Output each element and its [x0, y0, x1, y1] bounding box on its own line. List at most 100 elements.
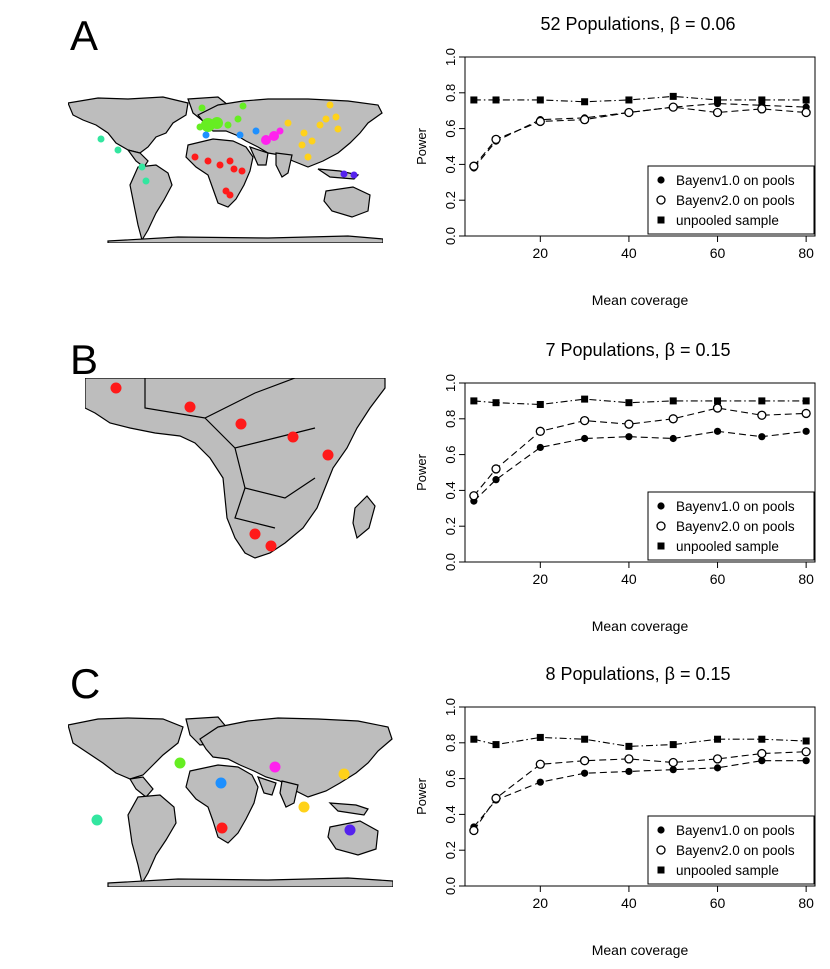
data-point	[535, 116, 545, 127]
data-point	[470, 397, 478, 405]
data-point	[713, 427, 722, 435]
world-map-c	[68, 715, 393, 887]
power-chart-a: 0.0 0.2 0.4 0.6 0.8 1.0 20 40 60 80 Power Mean cove…	[414, 48, 816, 308]
data-point	[624, 754, 634, 764]
series-line	[473, 106, 807, 167]
population-point	[287, 431, 299, 443]
population-point	[202, 131, 210, 139]
data-point	[536, 443, 544, 452]
x-tick-label: 40	[621, 245, 637, 261]
population-point	[284, 119, 292, 127]
data-point	[758, 96, 766, 104]
population-point	[211, 117, 223, 129]
panel-letter-a: A	[70, 12, 99, 59]
population-point	[174, 757, 186, 769]
population-point	[234, 115, 242, 123]
population-point	[340, 170, 348, 178]
population-point	[308, 137, 316, 145]
population-point	[91, 814, 103, 826]
data-point	[469, 491, 479, 501]
plot-frame	[464, 706, 816, 887]
legend-marker	[657, 176, 665, 184]
population-point	[184, 401, 196, 413]
legend-label: unpooled sample	[676, 539, 779, 554]
legend-marker	[657, 826, 665, 834]
data-point	[712, 107, 723, 118]
x-axis-label: Mean coverage	[592, 618, 689, 634]
population-point	[224, 121, 232, 129]
population-point	[332, 113, 340, 121]
data-point	[713, 764, 722, 772]
data-point	[491, 464, 501, 474]
data-point	[581, 769, 589, 777]
data-point	[581, 735, 589, 743]
population-point	[316, 121, 324, 129]
data-point	[712, 754, 723, 764]
y-tick-label: 0.8	[443, 84, 458, 102]
population-point	[238, 167, 246, 175]
y-tick-label: 0.6	[443, 120, 458, 138]
data-point	[625, 767, 633, 776]
x-tick-label: 40	[621, 895, 637, 911]
data-point	[669, 766, 677, 774]
data-point	[491, 134, 501, 144]
y-tick-label: 0.4	[443, 481, 458, 499]
population-points-b	[110, 382, 334, 552]
data-point	[758, 397, 766, 405]
population-point	[304, 153, 312, 161]
population-point	[226, 191, 234, 199]
population-point	[198, 104, 206, 112]
x-tick-label: 60	[710, 245, 726, 261]
data-point	[625, 399, 633, 407]
population-point	[215, 777, 227, 789]
chart-title-b: 7 Populations, β = 0.15	[545, 340, 731, 360]
legend-label: unpooled sample	[676, 213, 779, 228]
plot-frame	[464, 56, 816, 237]
data-point	[802, 397, 810, 405]
y-axis-label: Power	[414, 453, 429, 491]
population-point	[216, 161, 224, 169]
data-point	[802, 96, 810, 104]
data-point	[579, 415, 590, 426]
population-point	[276, 127, 284, 135]
data-point	[492, 399, 500, 407]
panel-letter-b: B	[70, 336, 99, 383]
africa-map-b	[85, 378, 390, 568]
data-point	[579, 115, 590, 125]
data-point	[581, 434, 589, 443]
population-point	[269, 761, 281, 773]
chart-title-c: 8 Populations, β = 0.15	[545, 664, 731, 684]
population-point	[97, 135, 105, 143]
data-point	[757, 748, 767, 759]
data-point	[668, 414, 678, 424]
population-point	[235, 418, 247, 430]
plot-frame	[464, 382, 816, 563]
population-point	[269, 131, 279, 141]
population-point	[265, 540, 277, 552]
y-tick-label: 0.0	[443, 553, 458, 571]
y-tick-label: 0.2	[443, 191, 458, 209]
x-tick-label: 40	[621, 571, 637, 587]
series-line	[473, 95, 807, 103]
data-point	[535, 759, 545, 769]
population-point	[236, 131, 244, 139]
data-point	[668, 102, 678, 112]
y-tick-label: 0.8	[443, 410, 458, 428]
legend-label: Bayenv1.0 on pools	[676, 173, 795, 188]
data-point	[469, 825, 479, 836]
data-point	[536, 778, 544, 786]
land-masses	[68, 716, 393, 887]
legend-label: Bayenv1.0 on pools	[676, 499, 795, 514]
legend-marker	[656, 845, 666, 855]
population-point	[298, 801, 310, 813]
y-tick-label: 1.0	[443, 48, 458, 66]
legend-marker	[657, 866, 665, 874]
legend-marker	[656, 521, 666, 531]
data-point	[536, 733, 544, 741]
data-point	[492, 741, 500, 749]
data-point	[536, 96, 544, 104]
legend-label: Bayenv2.0 on pools	[676, 193, 795, 208]
population-point	[110, 382, 122, 394]
population-point	[226, 157, 234, 165]
x-tick-label: 60	[710, 571, 726, 587]
